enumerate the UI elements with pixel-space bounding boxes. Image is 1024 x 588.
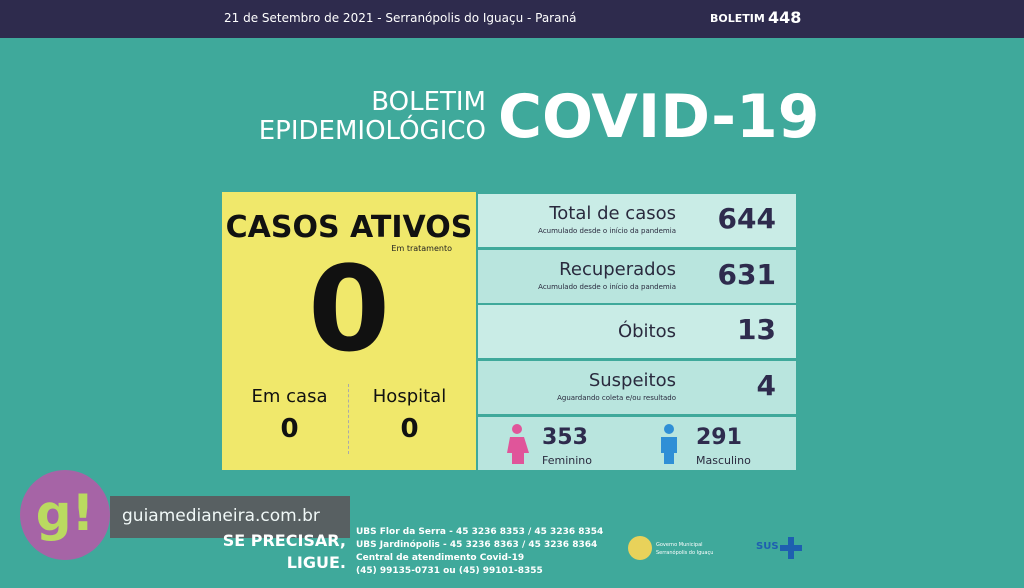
site: guiamedianeira.com.br (122, 506, 320, 526)
title-main: COVID-19 (498, 82, 820, 152)
contact-line: (45) 99135-0731 ou (45) 99101-8355 (356, 566, 543, 576)
stat-note: Acumulado desde o início da pandemia (538, 227, 676, 235)
stat-value: 644 (717, 202, 776, 235)
stat-row: Recuperados Acumulado desde o início da p… (478, 249, 796, 303)
sus-cross (780, 537, 802, 559)
stat-row: Total de casos Acumulado desde o início d… (478, 194, 796, 247)
divider (348, 384, 350, 454)
home-value: 0 (280, 414, 299, 444)
sus: SUS (756, 541, 779, 552)
contacts: UBS Flor da Serra - 45 3236 8353 / 45 32… (356, 526, 603, 578)
gov: Governo Municipal Serranópolis do Iguaçu (656, 541, 713, 557)
site-banner: guiamedianeira.com.br (110, 496, 350, 538)
stat-note: Aguardando coleta e/ou resultado (557, 393, 676, 402)
stat-value: 631 (717, 257, 776, 291)
stat-row: Suspeitos Aguardando coleta e/ou resultad… (478, 360, 796, 414)
home-label: Em casa (251, 386, 328, 407)
stat-value: 4 (756, 368, 776, 402)
gender-row: 353 Feminino 291 Masculino (478, 417, 796, 470)
contact-line: UBS Jardinópolis - 45 3236 8363 / 45 323… (356, 540, 598, 550)
boletim-label: BOLETIM (710, 12, 765, 25)
boletim-number: 448 (768, 8, 802, 27)
active-box: CASOS ATIVOS Em tratamento 0 Em casa 0 H… (222, 192, 476, 470)
call-line: SE PRECISAR, (222, 531, 346, 550)
active-value: 0 (307, 240, 391, 378)
title-small: BOLETIM EPIDEMIOLÓGICO (250, 88, 486, 146)
stat-label: Recuperados (559, 258, 676, 280)
male-label: Masculino (696, 454, 751, 467)
female-icon (507, 424, 529, 464)
top-bar: 21 de Setembro de 2021 - Serranópolis do… (0, 0, 1024, 38)
title-line2: EPIDEMIOLÓGICO (258, 116, 486, 146)
logo-text: g! (35, 484, 95, 542)
stat-label: Suspeitos (588, 369, 676, 391)
hospital-label: Hospital (372, 386, 447, 407)
stat-row: Óbitos 13 (478, 305, 796, 358)
gov-line: Governo Municipal (656, 542, 703, 548)
male-value: 291 (696, 425, 742, 450)
stat-label: Total de casos (549, 203, 676, 224)
stat-value: 13 (737, 313, 776, 346)
title-line1: BOLETIM (371, 87, 486, 117)
call: SE PRECISAR, LIGUE. (210, 530, 346, 574)
contact-line: UBS Flor da Serra - 45 3236 8353 / 45 32… (356, 527, 604, 537)
gov-emblem (628, 536, 652, 560)
female-value: 353 (542, 425, 588, 450)
female-label: Feminino (542, 454, 592, 467)
stat-note: Acumulado desde o início da pandemia (538, 282, 676, 291)
hospital-value: 0 (400, 414, 419, 444)
contact-line: Central de atendimento Covid-19 (356, 553, 525, 563)
male-icon (661, 424, 677, 464)
active-subtitle: Em tratamento (391, 244, 452, 253)
stat-label: Óbitos (617, 321, 676, 342)
date-location: 21 de Setembro de 2021 - Serranópolis do… (224, 11, 577, 25)
logo-circle: g! (20, 470, 110, 560)
gov-line: Serranópolis do Iguaçu (656, 550, 714, 556)
active-title: CASOS ATIVOS (225, 210, 473, 245)
call-line: LIGUE. (286, 553, 346, 572)
